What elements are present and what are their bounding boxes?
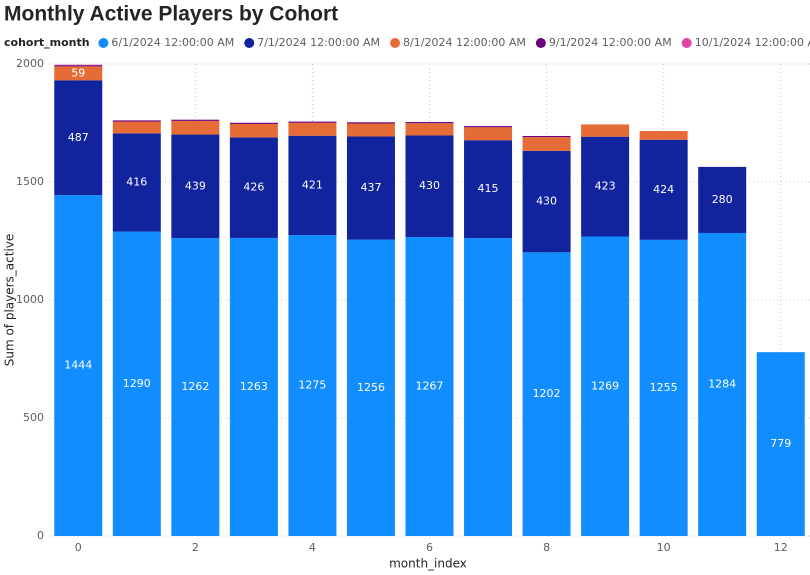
data-label: 430 — [419, 179, 440, 192]
bar-segment — [112, 120, 161, 122]
legend-label: 7/1/2024 12:00:00 AM — [257, 36, 380, 49]
x-tick-label: 10 — [657, 541, 671, 554]
bar-segment — [522, 137, 571, 151]
bar-segment — [346, 239, 395, 537]
data-label: 1267 — [416, 379, 444, 392]
bar-segment — [522, 150, 571, 253]
x-tick-label: 0 — [75, 541, 82, 554]
y-tick-label: 2000 — [16, 57, 44, 70]
y-tick-label: 1500 — [16, 175, 44, 188]
data-label: 1284 — [708, 377, 736, 390]
data-label: 779 — [770, 437, 791, 450]
bar-segment — [522, 252, 571, 536]
legend-title: cohort_month — [4, 36, 90, 49]
y-tick-label: 0 — [37, 529, 44, 542]
legend-marker — [390, 38, 401, 48]
data-label: 421 — [302, 178, 323, 191]
bar-segment — [346, 122, 395, 124]
data-label: 1262 — [181, 380, 209, 393]
legend-label: 6/1/2024 12:00:00 AM — [111, 36, 234, 49]
data-label: 1263 — [240, 380, 268, 393]
data-label: 415 — [478, 182, 499, 195]
legend-label: 8/1/2024 12:00:00 AM — [403, 36, 526, 49]
bar-segment — [54, 65, 103, 67]
bar-segment — [464, 238, 513, 536]
y-axis-title: Sum of players_active — [3, 234, 17, 367]
data-label: 439 — [185, 179, 206, 192]
bar-segment — [405, 236, 454, 536]
y-tick-label: 500 — [23, 411, 44, 424]
bar-segment — [112, 231, 161, 536]
data-label: 426 — [243, 181, 264, 194]
x-tick-label: 6 — [426, 541, 433, 554]
bar-segment — [405, 135, 454, 237]
data-label: 1255 — [650, 381, 678, 394]
bar-segment — [229, 137, 278, 238]
data-label: 487 — [68, 131, 89, 144]
data-label: 416 — [126, 175, 147, 188]
data-label: 430 — [536, 195, 557, 208]
bar-segment — [171, 238, 220, 536]
bar-segment — [288, 135, 337, 236]
bar-segment — [405, 122, 454, 124]
legend-marker — [535, 38, 546, 48]
bar-segment — [171, 119, 220, 121]
data-label: 59 — [71, 66, 85, 79]
chart-title: Monthly Active Players by Cohort — [4, 3, 338, 26]
bar-segment — [581, 236, 630, 537]
data-label: 1290 — [123, 377, 151, 390]
bar-segment — [229, 237, 278, 536]
x-axis-title: month_index — [389, 557, 467, 571]
x-tick-label: 4 — [309, 541, 316, 554]
bar-segment — [112, 121, 161, 134]
bar-segment — [229, 122, 278, 124]
bar-segment — [639, 239, 688, 536]
bar-segment — [581, 124, 630, 137]
legend-marker — [244, 38, 255, 48]
bar-segment — [346, 136, 395, 240]
y-tick-label: 1000 — [16, 293, 44, 306]
bar-segment — [54, 80, 103, 196]
bar-segment — [288, 121, 337, 123]
legend-label: 9/1/2024 12:00:00 AM — [549, 36, 672, 49]
legend-label: 10/1/2024 12:00:00 AM — [695, 36, 810, 49]
bar-segment — [464, 127, 513, 141]
bar-segment — [581, 136, 630, 237]
bar-segment — [112, 133, 161, 232]
data-label: 1269 — [591, 379, 619, 392]
bar-segment — [171, 120, 220, 135]
bar-segment — [639, 131, 688, 140]
bar-segment — [464, 140, 513, 239]
x-tick-label: 2 — [192, 541, 199, 554]
bar-segment — [54, 195, 103, 536]
data-label: 424 — [653, 183, 674, 196]
legend-marker — [98, 38, 109, 48]
data-label: 1275 — [298, 379, 326, 392]
data-label: 437 — [360, 181, 381, 194]
bar-segment — [405, 123, 454, 136]
data-label: 280 — [712, 193, 733, 206]
data-label: 1202 — [533, 387, 561, 400]
bar-segment — [756, 352, 805, 536]
bar-segment — [698, 166, 747, 233]
bar-segment — [54, 66, 103, 81]
data-label: 1444 — [64, 359, 92, 372]
data-label: 1256 — [357, 381, 385, 394]
bar-segment — [698, 232, 747, 536]
bar-segment — [522, 135, 571, 138]
x-tick-label: 12 — [774, 541, 788, 554]
x-tick-label: 8 — [543, 541, 550, 554]
bar-segment — [346, 123, 395, 137]
data-label: 423 — [595, 180, 616, 193]
bar-segment — [639, 139, 688, 240]
bar-segment — [464, 126, 513, 128]
bar-segment — [229, 123, 278, 138]
bar-segment — [288, 235, 337, 536]
bar-segment — [171, 134, 220, 239]
legend-marker — [681, 38, 692, 48]
bar-segment — [288, 122, 337, 136]
